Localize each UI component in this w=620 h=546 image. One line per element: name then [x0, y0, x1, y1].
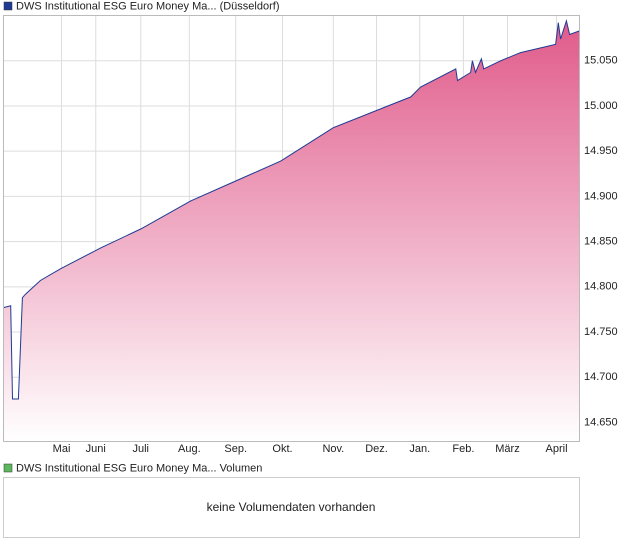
y-tick-label: 14.800	[584, 281, 618, 293]
x-tick-label: April	[546, 443, 568, 455]
x-tick-label: Dez.	[365, 443, 388, 455]
x-tick-label: März	[495, 443, 519, 455]
x-tick-label: Aug.	[178, 443, 201, 455]
legend-swatch	[3, 463, 13, 473]
x-tick-label: Juli	[132, 443, 149, 455]
x-tick-label: Okt.	[272, 443, 292, 455]
no-data-message: keine Volumendaten vorhanden	[207, 500, 376, 514]
legend-label: DWS Institutional ESG Euro Money Ma... (…	[16, 0, 279, 12]
volume-panel	[3, 477, 580, 538]
price-line	[3, 19, 580, 400]
y-tick-label: 15.050	[584, 55, 618, 67]
x-tick-label: Feb.	[452, 443, 474, 455]
y-tick-label: 14.900	[584, 190, 618, 202]
x-tick-label: Nov.	[322, 443, 344, 455]
y-tick-label: 14.950	[584, 145, 618, 157]
legend-swatch	[3, 1, 13, 11]
y-tick-label: 14.750	[584, 326, 618, 338]
x-tick-label: Sep.	[224, 443, 247, 455]
x-tick-label: Juni	[86, 443, 106, 455]
y-tick-label: 14.700	[584, 371, 618, 383]
y-tick-label: 14.850	[584, 236, 618, 248]
y-tick-label: 14.650	[584, 416, 618, 428]
x-tick-label: Jan.	[409, 443, 430, 455]
x-tick-label: Mai	[53, 443, 71, 455]
plot-frame	[3, 15, 580, 442]
y-tick-label: 15.000	[584, 100, 618, 112]
area-fill	[3, 20, 580, 442]
legend-label: DWS Institutional ESG Euro Money Ma... V…	[16, 462, 262, 474]
